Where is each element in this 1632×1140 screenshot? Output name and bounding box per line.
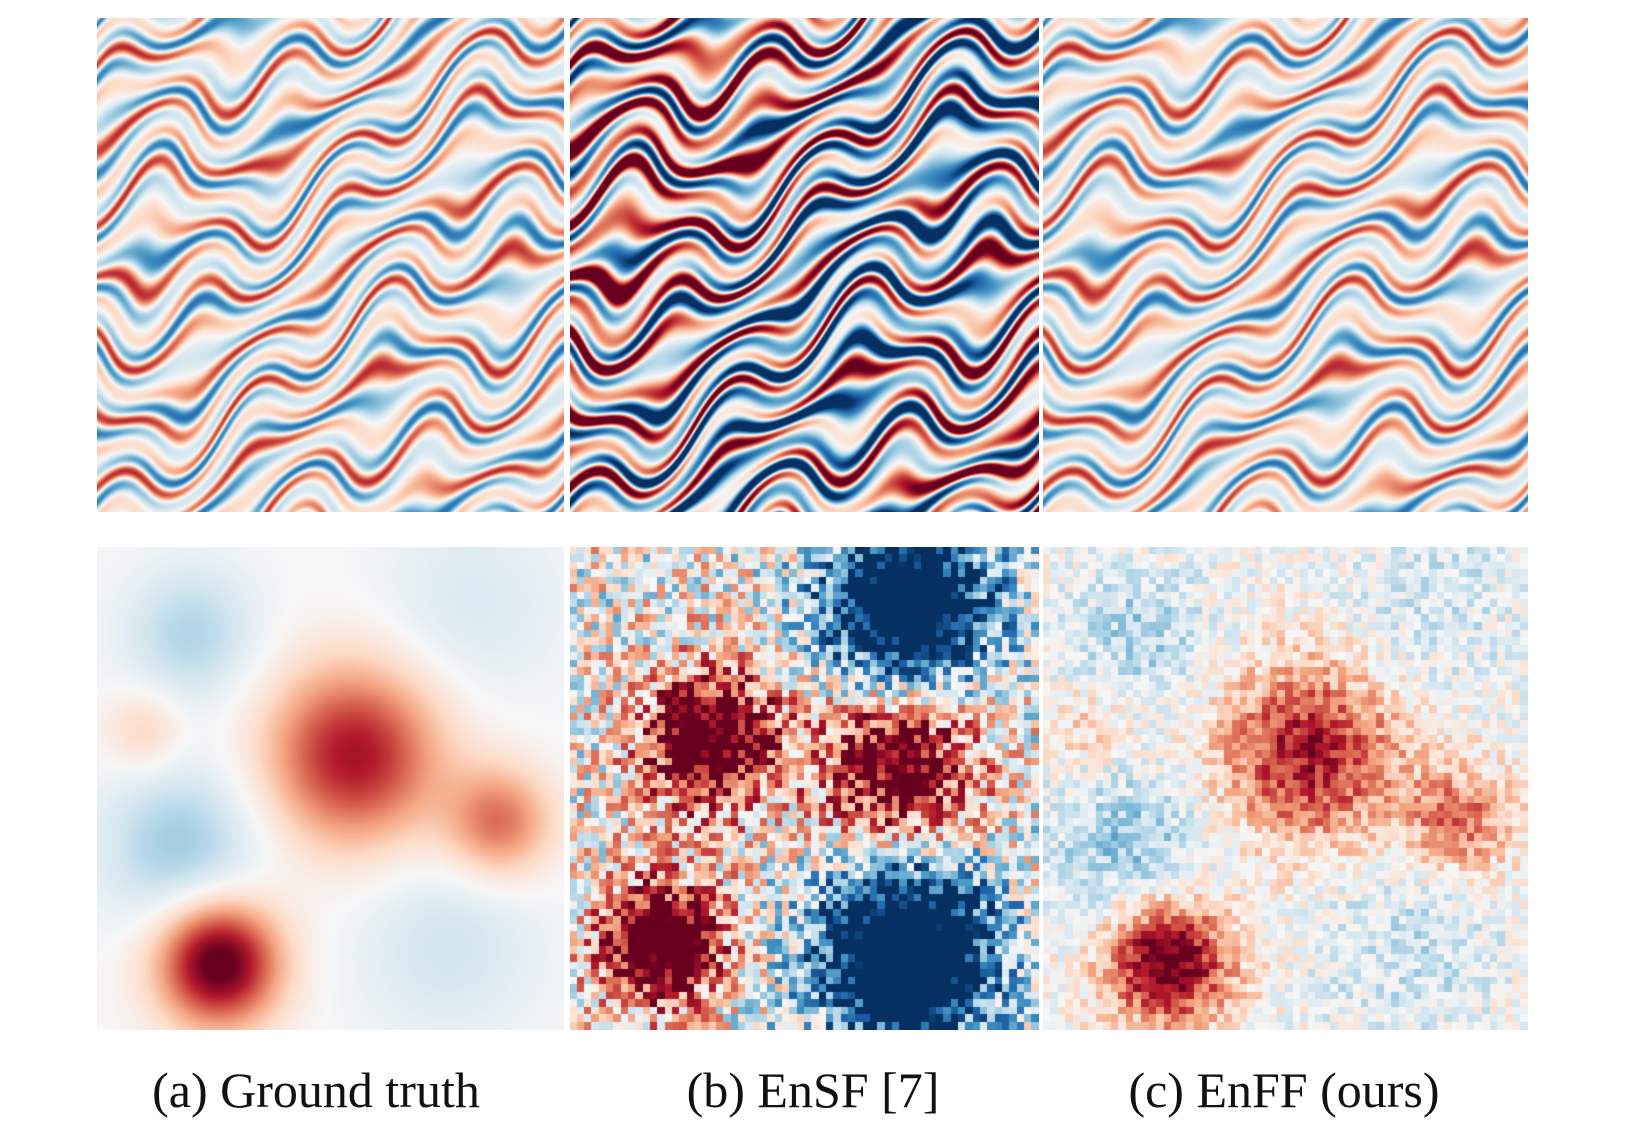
panel-top-ground-truth: [97, 18, 564, 512]
caption-ensf: (b) EnSF [7]: [686, 1062, 940, 1118]
panel-top-enff: [1043, 18, 1528, 512]
panel-top-ensf: [570, 18, 1039, 512]
panel-bottom-enff: [1043, 547, 1528, 1030]
panel-bottom-ensf: [570, 547, 1039, 1030]
caption-enff: (c) EnFF (ours): [1128, 1062, 1440, 1118]
panel-bottom-ground-truth: [97, 547, 564, 1030]
caption-ground-truth: (a) Ground truth: [152, 1062, 480, 1118]
